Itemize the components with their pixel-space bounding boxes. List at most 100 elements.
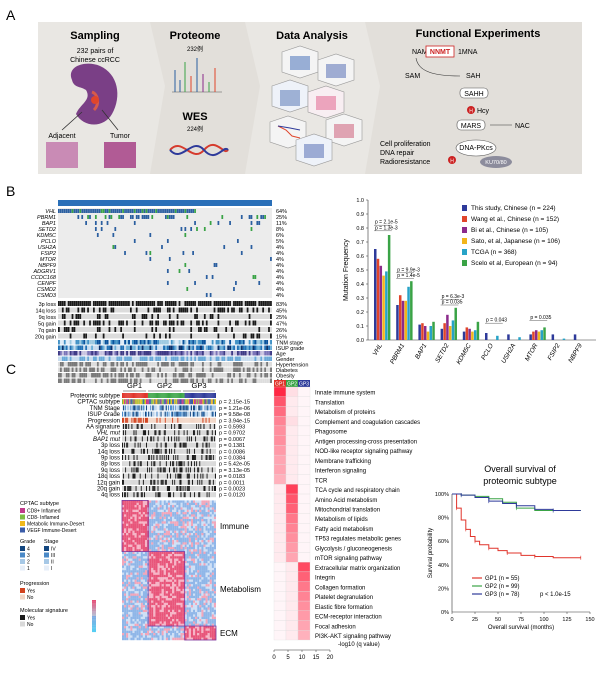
clinical-cell	[204, 340, 206, 345]
track-cell	[171, 443, 172, 448]
track-cell	[139, 467, 140, 472]
track-cell	[129, 486, 130, 491]
track-cell	[170, 474, 171, 479]
heatmap-cell	[193, 573, 195, 576]
clinical-cell	[62, 362, 64, 367]
heatmap-cell	[206, 547, 208, 550]
track-cell	[190, 412, 191, 417]
heatmap-cell	[160, 533, 162, 536]
track-cell	[145, 449, 146, 454]
heatmap-cell	[206, 561, 208, 564]
heatmap-cell	[128, 510, 130, 513]
clinical-cell	[64, 362, 66, 367]
track-cell	[213, 430, 214, 435]
clinical-cell	[99, 351, 101, 356]
heatmap-cell	[126, 514, 128, 517]
track-cell	[186, 443, 187, 448]
heatmap-cell	[137, 531, 139, 534]
clinical-cell	[116, 379, 118, 384]
heatmap-cell	[135, 598, 137, 601]
clinical-cell	[229, 340, 231, 345]
heatmap-cell	[145, 545, 147, 548]
track-cell	[184, 492, 185, 497]
track-cell	[135, 461, 136, 466]
heatmap-cell	[151, 500, 153, 503]
track-cell	[215, 455, 216, 460]
track-cell	[190, 430, 191, 435]
track-cell	[164, 405, 165, 410]
track-cell	[212, 405, 213, 410]
heatmap-cell	[210, 596, 212, 599]
track-cell	[176, 480, 177, 485]
adjacent-histology	[46, 142, 78, 168]
heatmap-cell	[130, 561, 132, 564]
track-cell	[215, 424, 216, 429]
cnv-cell	[266, 301, 268, 306]
clinical-cell	[138, 340, 140, 345]
cnv-cell	[196, 314, 198, 319]
heatmap-cell	[214, 500, 216, 503]
clinical-cell	[258, 373, 260, 378]
heatmap-cell	[160, 545, 162, 548]
clinical-cell	[66, 373, 68, 378]
clinical-cell	[112, 357, 114, 362]
heatmap-cell	[124, 563, 126, 566]
clinical-cell	[70, 357, 72, 362]
heatmap-cell	[124, 526, 126, 529]
heatmap-cell	[141, 528, 143, 531]
heatmap-cell	[208, 591, 210, 594]
heatmap-cell	[153, 535, 155, 538]
heatmap-cell	[195, 517, 197, 520]
heatmap-cell	[130, 586, 132, 589]
track-cell	[156, 455, 157, 460]
heatmap-cell	[126, 593, 128, 596]
heatmap-cell	[158, 556, 160, 559]
clinical-cell	[107, 351, 109, 356]
heatmap-cell	[187, 526, 189, 529]
track-cell	[205, 467, 206, 472]
clinical-cell	[253, 357, 255, 362]
track-cell	[140, 486, 141, 491]
heatmap-cell	[135, 512, 137, 515]
heatmap-cell	[162, 589, 164, 592]
clinical-cell	[159, 368, 161, 373]
track-cell	[198, 424, 199, 429]
track-cell	[202, 405, 203, 410]
clinical-cell	[76, 362, 78, 367]
track-cell	[152, 443, 153, 448]
clinical-cell	[112, 379, 114, 384]
heatmap-cell	[149, 526, 151, 529]
heatmap-cell	[139, 575, 141, 578]
heatmap-cell	[174, 547, 176, 550]
heatmap-cell	[141, 582, 143, 585]
cnv-cell	[95, 301, 97, 306]
clinical-cell	[58, 357, 60, 362]
track-cell	[161, 430, 162, 435]
heatmap-cell	[141, 512, 143, 515]
heatmap-cell	[160, 556, 162, 559]
heatmap-cell	[210, 563, 212, 566]
heatmap-cell	[201, 533, 203, 536]
track-cell	[184, 393, 185, 398]
heatmap-cell	[160, 559, 162, 562]
clinical-cell	[105, 357, 107, 362]
clinical-cell	[128, 346, 130, 351]
heatmap-cell	[158, 554, 160, 557]
heatmap-cell	[168, 500, 170, 503]
track-cell	[210, 467, 211, 472]
cnv-cell	[72, 327, 74, 332]
heatmap-cell	[132, 577, 134, 580]
mutation-cell	[186, 209, 188, 213]
heatmap-cell	[185, 512, 187, 515]
track-cell	[140, 461, 141, 466]
heatmap-cell	[210, 586, 212, 589]
category-label: KDM5C	[455, 342, 473, 365]
heatmap-cell	[124, 584, 126, 587]
clinical-cell	[245, 346, 247, 351]
track-cell	[176, 492, 177, 497]
clinical-cell	[214, 379, 216, 384]
cnv-cell	[151, 314, 153, 319]
heatmap-cell	[197, 582, 199, 585]
track-cell	[131, 399, 132, 404]
mutation-cell	[260, 215, 262, 219]
